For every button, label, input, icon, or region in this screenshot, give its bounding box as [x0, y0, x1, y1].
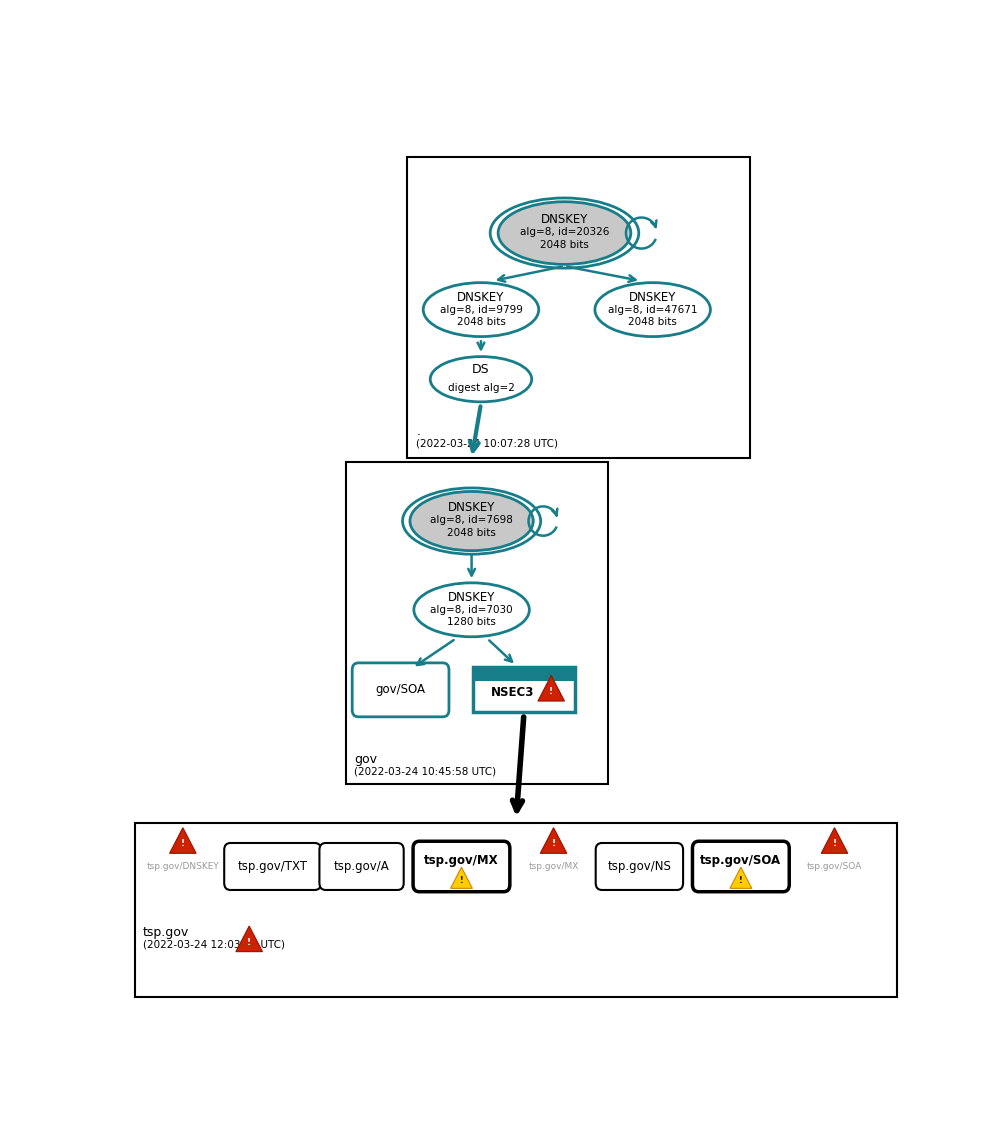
Bar — [473, 667, 575, 680]
Ellipse shape — [423, 282, 539, 337]
FancyBboxPatch shape — [225, 843, 321, 890]
Text: alg=8, id=9799: alg=8, id=9799 — [439, 305, 523, 314]
Text: (2022-03-24 10:07:28 UTC): (2022-03-24 10:07:28 UTC) — [416, 438, 558, 449]
Text: tsp.gov/MX: tsp.gov/MX — [529, 862, 579, 871]
Text: alg=8, id=7030: alg=8, id=7030 — [430, 605, 513, 615]
Text: 2048 bits: 2048 bits — [447, 528, 496, 538]
Text: tsp.gov: tsp.gov — [143, 925, 189, 939]
Text: DNSKEY: DNSKEY — [448, 501, 495, 514]
Text: 2048 bits: 2048 bits — [456, 316, 506, 327]
Text: .: . — [416, 425, 420, 438]
Text: !: ! — [739, 876, 742, 885]
Polygon shape — [541, 827, 567, 853]
Ellipse shape — [595, 282, 710, 337]
Bar — [346, 462, 608, 784]
Text: DNSKEY: DNSKEY — [541, 212, 588, 226]
Text: 1280 bits: 1280 bits — [447, 617, 496, 627]
Text: 2048 bits: 2048 bits — [540, 241, 589, 250]
Ellipse shape — [414, 583, 530, 637]
Ellipse shape — [410, 492, 534, 550]
Polygon shape — [538, 676, 565, 701]
Text: tsp.gov/SOA: tsp.gov/SOA — [700, 854, 781, 867]
Polygon shape — [730, 867, 752, 888]
Text: tsp.gov/A: tsp.gov/A — [333, 860, 390, 873]
Text: tsp.gov/SOA: tsp.gov/SOA — [807, 862, 862, 871]
Text: !: ! — [552, 840, 556, 849]
Text: !: ! — [833, 840, 837, 849]
Text: NSEC3: NSEC3 — [490, 686, 534, 699]
Text: !: ! — [549, 687, 553, 696]
FancyBboxPatch shape — [352, 663, 449, 716]
Polygon shape — [236, 927, 263, 951]
Text: tsp.gov/DNSKEY: tsp.gov/DNSKEY — [146, 862, 220, 871]
FancyBboxPatch shape — [693, 841, 789, 892]
Text: alg=8, id=20326: alg=8, id=20326 — [520, 227, 609, 237]
FancyBboxPatch shape — [596, 843, 683, 890]
Ellipse shape — [430, 357, 532, 402]
Text: (2022-03-24 12:03:50 UTC): (2022-03-24 12:03:50 UTC) — [143, 939, 285, 949]
FancyBboxPatch shape — [413, 841, 510, 892]
Text: 2048 bits: 2048 bits — [628, 316, 677, 327]
Text: !: ! — [247, 938, 251, 947]
Text: !: ! — [181, 840, 185, 849]
Text: alg=8, id=7698: alg=8, id=7698 — [430, 515, 513, 525]
Text: digest alg=2: digest alg=2 — [447, 383, 515, 393]
Text: gov: gov — [353, 754, 377, 766]
Polygon shape — [169, 827, 196, 853]
Bar — [473, 667, 575, 713]
Text: tsp.gov/NS: tsp.gov/NS — [607, 860, 672, 873]
Ellipse shape — [498, 202, 630, 264]
Text: gov/SOA: gov/SOA — [376, 684, 426, 696]
Text: tsp.gov/TXT: tsp.gov/TXT — [238, 860, 307, 873]
Text: DS: DS — [472, 363, 489, 376]
Bar — [135, 823, 897, 997]
Polygon shape — [450, 867, 472, 888]
Bar — [407, 157, 750, 458]
Text: DNSKEY: DNSKEY — [629, 290, 677, 304]
FancyBboxPatch shape — [319, 843, 404, 890]
Text: alg=8, id=47671: alg=8, id=47671 — [608, 305, 698, 314]
Polygon shape — [822, 827, 848, 853]
Text: DNSKEY: DNSKEY — [448, 591, 495, 605]
Text: tsp.gov/MX: tsp.gov/MX — [424, 854, 498, 867]
Text: (2022-03-24 10:45:58 UTC): (2022-03-24 10:45:58 UTC) — [353, 767, 495, 776]
Text: DNSKEY: DNSKEY — [457, 290, 505, 304]
Text: !: ! — [459, 876, 463, 885]
